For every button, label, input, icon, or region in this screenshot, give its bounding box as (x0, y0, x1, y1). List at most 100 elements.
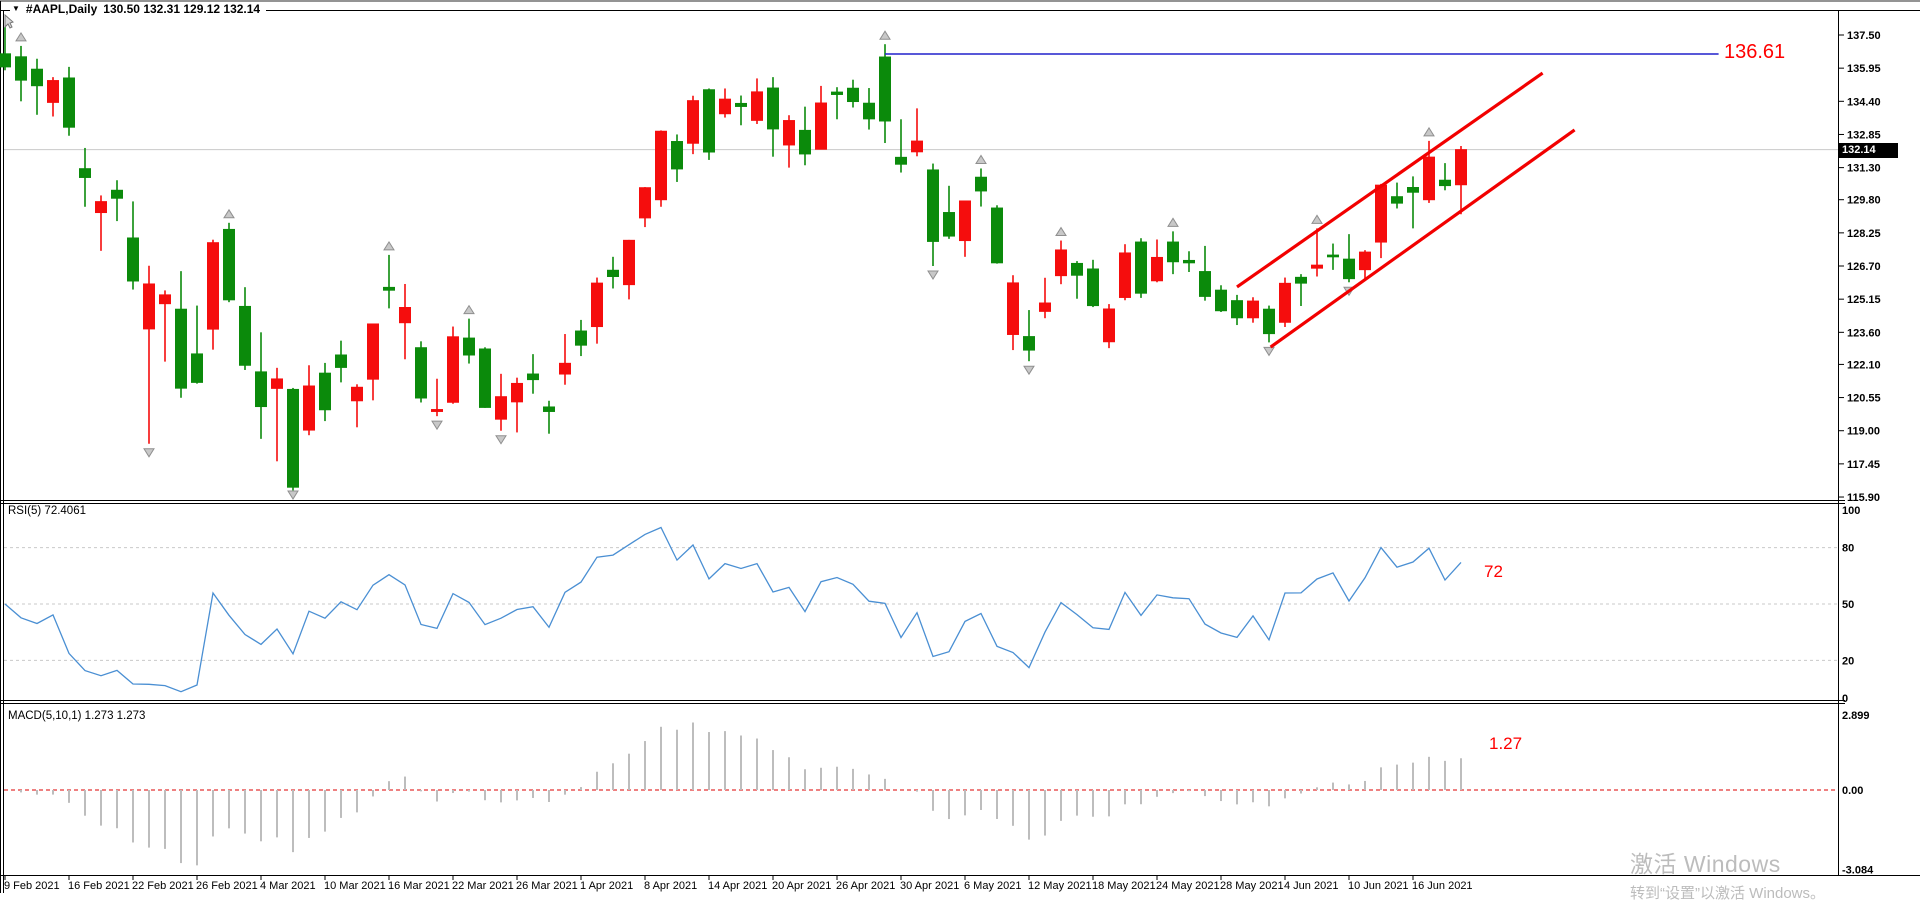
candle-body (1087, 268, 1099, 307)
candle-body (895, 156, 907, 165)
candle-body (207, 242, 219, 330)
watermark-line1: 激活 Windows (1630, 851, 1781, 877)
symbol-dropdown-icon[interactable]: ▼ (12, 4, 20, 13)
candle-body (303, 385, 315, 431)
price-tick-label: 120.55 (1847, 393, 1881, 405)
candle-body (1407, 187, 1419, 193)
candle-body (1023, 336, 1035, 351)
candle-body (975, 176, 987, 192)
fractal-down-arrow-icon (287, 490, 299, 500)
candle-body (959, 200, 971, 242)
date-tick-label: 8 Apr 2021 (644, 880, 697, 892)
candle-body (863, 102, 875, 120)
windows-activation-watermark: 激活 Windows 转到“设置”以激活 Windows。 (1630, 845, 1825, 900)
macd-tick-label: 0.00 (1842, 785, 1863, 797)
candle-body (1215, 289, 1227, 312)
fractal-down-arrow-icon (495, 435, 507, 445)
date-tick-label: 18 May 2021 (1092, 880, 1156, 892)
price-tick-label: 135.95 (1847, 63, 1881, 75)
candle-body (1199, 271, 1211, 297)
candle-body (1247, 300, 1259, 319)
symbol-period-label: #AAPL,Daily (25, 2, 98, 16)
rsi-tick-label: 50 (1842, 599, 1854, 611)
candle-body (751, 91, 763, 121)
date-tick-label: 6 May 2021 (964, 880, 1021, 892)
candle-body (495, 396, 507, 420)
candle-body (943, 212, 955, 237)
fractal-up-arrow-icon (15, 31, 27, 42)
candle-body (1119, 252, 1131, 298)
date-tick-label: 24 May 2021 (1156, 880, 1220, 892)
fractal-down-arrow-icon (1263, 346, 1275, 357)
candle-body (1071, 262, 1083, 276)
fractal-up-arrow-icon (975, 154, 987, 164)
candle-body (1439, 179, 1451, 187)
candle-body (383, 286, 395, 291)
candle-body (287, 388, 299, 488)
fractal-down-arrow-icon (927, 270, 939, 280)
date-tick-label: 4 Mar 2021 (260, 880, 316, 892)
candle-body (703, 89, 715, 153)
date-tick-label: 1 Apr 2021 (580, 880, 633, 892)
macd-indicator-label: MACD(5,10,1) 1.273 1.273 (8, 710, 150, 722)
candle-body (1167, 241, 1179, 263)
fractal-down-arrow-icon (1023, 365, 1035, 376)
candle-body (255, 371, 267, 408)
date-tick-label: 10 Mar 2021 (324, 880, 386, 892)
date-tick-label: 26 Feb 2021 (196, 880, 258, 892)
date-tick-label: 4 Jun 2021 (1284, 880, 1338, 892)
fractal-up-arrow-icon (1311, 214, 1323, 224)
candle-body (1103, 308, 1115, 343)
candle-body (15, 56, 27, 81)
candle-body (0, 53, 11, 68)
candle-body (1295, 276, 1307, 284)
candle-body (1327, 254, 1339, 258)
fractal-down-arrow-icon (431, 420, 443, 431)
candle-body (447, 336, 459, 403)
fractal-up-arrow-icon (223, 208, 235, 219)
ohlc-readout: 130.50 132.31 129.12 132.14 (103, 2, 261, 16)
cursor-icon (4, 13, 14, 29)
candle-body (159, 294, 171, 305)
date-tick-label: 12 May 2021 (1028, 880, 1092, 892)
date-tick-label: 10 Jun 2021 (1348, 880, 1409, 892)
candle-body (767, 87, 779, 130)
macd-tick-label: -3.084 (1842, 865, 1874, 877)
candle-body (671, 141, 683, 170)
price-tick-label: 131.30 (1847, 163, 1881, 175)
candle-body (639, 187, 651, 219)
candle-body (527, 373, 539, 381)
date-tick-label: 16 Mar 2021 (388, 880, 450, 892)
price-tick-label: 128.25 (1847, 228, 1881, 240)
candle-body (687, 100, 699, 144)
date-tick-label: 20 Apr 2021 (772, 880, 831, 892)
rsi-tick-label: 0 (1842, 693, 1848, 705)
price-tick-label: 134.40 (1847, 96, 1881, 108)
candle-body (1231, 300, 1243, 319)
fractal-up-arrow-icon (463, 304, 475, 315)
candle-body (479, 348, 491, 408)
rsi-tick-label: 20 (1842, 655, 1854, 667)
candle-body (143, 283, 155, 330)
candle-body (511, 382, 523, 403)
price-tick-label: 115.90 (1847, 492, 1880, 504)
candle-body (1375, 184, 1387, 243)
price-tick-label: 132.85 (1847, 129, 1881, 141)
fractal-down-arrow-icon (143, 448, 155, 458)
candle-body (719, 98, 731, 115)
candle-body (559, 362, 571, 375)
channel-upper-line (1236, 71, 1544, 289)
date-tick-label: 16 Jun 2021 (1412, 880, 1473, 892)
date-tick-label: 30 Apr 2021 (900, 880, 959, 892)
date-tick-label: 16 Feb 2021 (68, 880, 130, 892)
date-tick-label: 22 Mar 2021 (452, 880, 514, 892)
candle-body (1007, 282, 1019, 335)
price-tick-label: 122.10 (1847, 359, 1881, 371)
date-tick-label: 14 Apr 2021 (708, 880, 767, 892)
candle-body (431, 409, 443, 412)
candle-body (607, 269, 619, 277)
fractal-up-arrow-icon (383, 240, 395, 251)
candle-body (335, 354, 347, 368)
price-tick-label: 117.45 (1847, 459, 1880, 471)
